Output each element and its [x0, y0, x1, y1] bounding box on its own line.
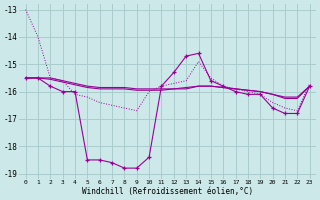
- X-axis label: Windchill (Refroidissement éolien,°C): Windchill (Refroidissement éolien,°C): [82, 187, 253, 196]
